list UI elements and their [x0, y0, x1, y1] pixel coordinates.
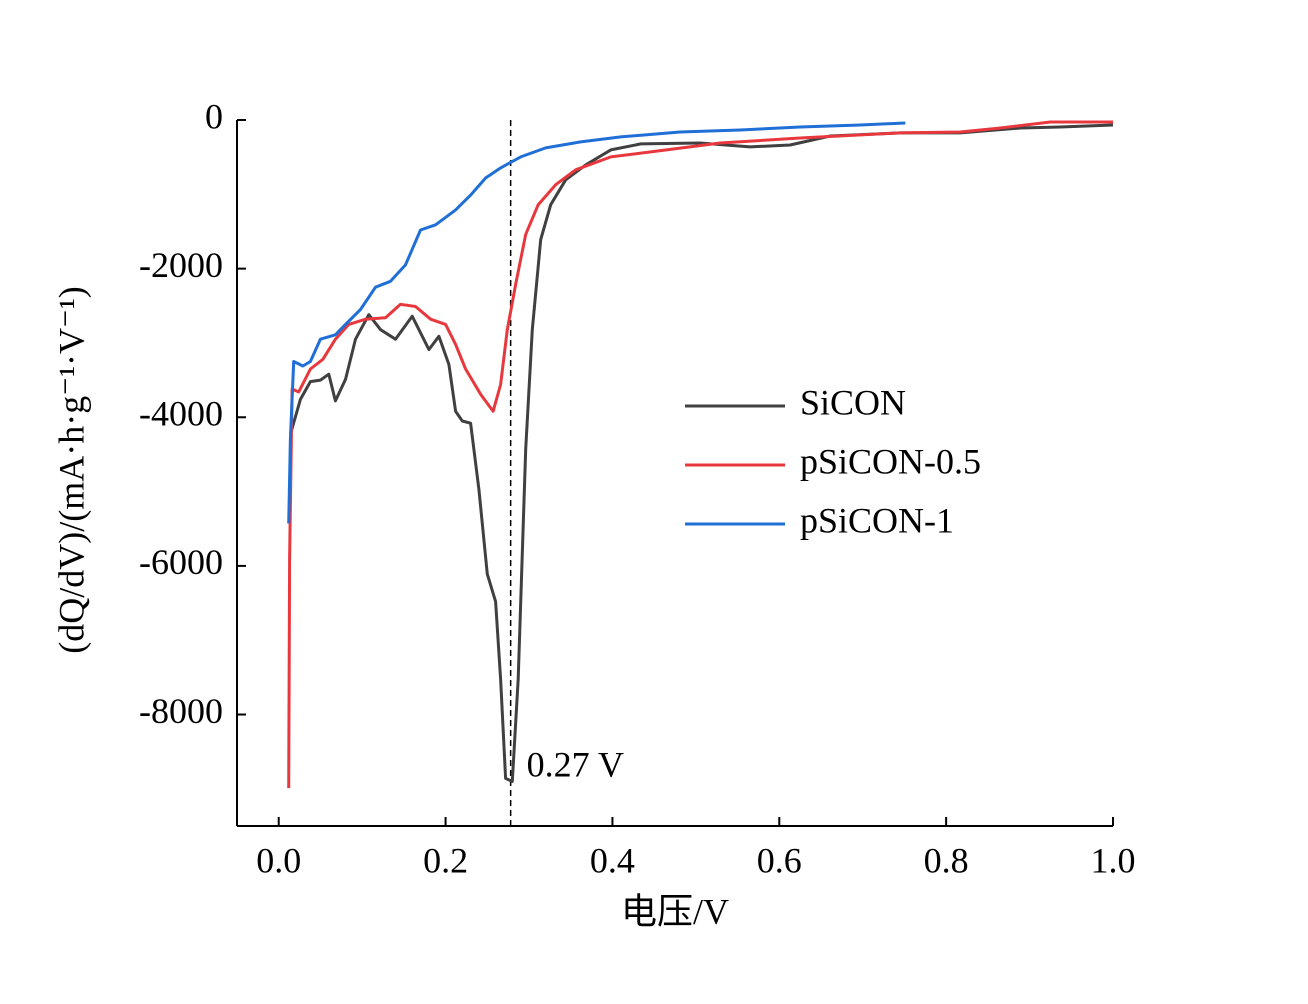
x-tick-label: 0.8	[924, 840, 969, 880]
series-line	[288, 123, 1114, 783]
x-axis-label: 电压/V	[621, 891, 729, 931]
legend-label: pSiCON-1	[800, 500, 954, 540]
y-tick-label: -6000	[139, 542, 223, 582]
x-tick-label: 0.6	[757, 840, 802, 880]
y-tick-label: -8000	[139, 691, 223, 731]
legend-label: SiCON	[800, 382, 906, 422]
legend-label: pSiCON-0.5	[800, 441, 981, 481]
series-line	[287, 121, 906, 524]
y-tick-label: -2000	[139, 245, 223, 285]
series-line	[287, 120, 1113, 789]
annotation: 0.27 V	[527, 744, 624, 784]
x-tick-label: 0.4	[590, 840, 635, 880]
y-tick-label: -4000	[139, 394, 223, 434]
y-tick-label: 0	[205, 96, 223, 136]
x-tick-label: 0.2	[423, 840, 468, 880]
x-tick-label: 1.0	[1091, 840, 1136, 880]
x-tick-label: 0.0	[256, 840, 301, 880]
y-axis-label: (dQ/dV)/(mA·h·g⁻¹·V⁻¹)	[51, 286, 91, 654]
